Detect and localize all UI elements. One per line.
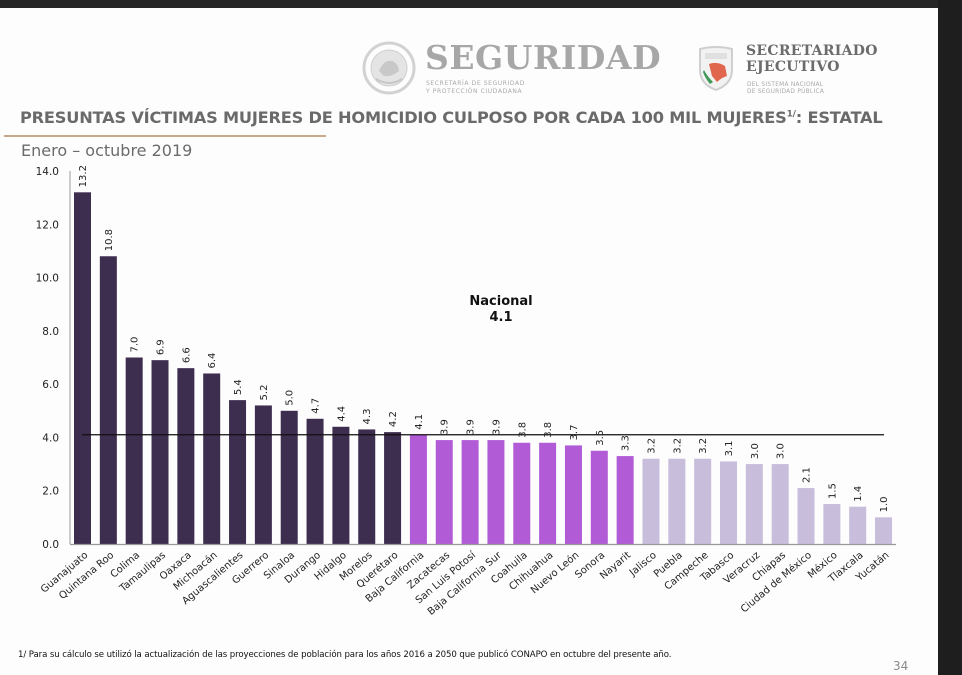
value-label: 6.4 [207,353,218,369]
value-label: 3.8 [543,422,554,438]
y-tick-label: 4.0 [42,432,59,444]
seguridad-logo-subtitle-2: Y PROTECCIÓN CIUDADANA [426,88,523,95]
value-label: 4.4 [336,406,347,422]
seguridad-logo-name: SEGURIDAD [425,38,662,77]
value-label: 3.8 [517,422,528,438]
value-label: 7.0 [130,337,141,353]
bar [849,506,867,544]
bar [694,458,712,544]
value-label: 3.3 [621,435,632,451]
value-label: 4.2 [388,411,399,427]
value-label: 5.4 [233,379,244,395]
right-dark-border [938,0,962,675]
value-label: 13.2 [78,165,89,187]
chart-title-suffix: : ESTATAL [795,108,883,127]
value-label: 3.2 [672,438,683,454]
chart-title: PRESUNTAS VÍCTIMAS MUJERES DE HOMICIDIO … [20,108,883,127]
bar [513,442,531,544]
bar [74,192,91,545]
y-tick-label: 6.0 [42,379,59,391]
bar [306,418,324,544]
bar [332,426,350,544]
bar [125,357,143,544]
value-label: 3.2 [698,438,709,454]
value-label: 4.7 [311,398,322,414]
bar [409,434,427,544]
bar [590,450,608,544]
bar [539,442,557,544]
y-tick-label: 14.0 [36,166,59,178]
bar-chart: 0.0 2.0 4.0 6.0 8.0 10.0 12.0 14.0 Nacional 4.1… [36,165,896,618]
bar [875,517,893,544]
bar [229,400,247,544]
value-label: 1.0 [879,496,890,512]
bar [254,405,272,544]
value-label: 2.1 [802,467,813,483]
value-label: 3.0 [750,443,761,459]
national-value: 4.1 [489,310,512,325]
value-label: 3.2 [646,438,657,454]
chart-title-main: PRESUNTAS VÍCTIMAS MUJERES DE HOMICIDIO … [20,108,787,127]
value-label: 3.9 [440,419,451,435]
value-label: 3.5 [595,430,606,446]
y-tick-label: 10.0 [36,273,59,285]
mexico-coat-of-arms-icon [362,41,416,95]
bar [151,360,169,544]
chart-title-footnote-ref: 1/ [786,109,796,120]
y-tick-label: 8.0 [42,326,59,338]
y-tick-label: 2.0 [42,486,59,498]
bar [435,440,453,544]
y-tick-label: 0.0 [42,539,59,551]
bar [668,458,686,544]
y-tick-label: 12.0 [36,219,59,231]
value-label: 5.0 [285,390,296,406]
bar [203,373,221,544]
bar [823,504,841,544]
slide: SEGURIDAD SECRETARÍA DE SEGURIDAD Y PROT… [0,8,938,675]
value-labels: 13.2 10.8 7.0 6.9 6.6 6.4 5.4 5.2 5.0 4.7 4.4 4.3 4.… [78,165,890,512]
bar [487,440,505,544]
secretariado-logo-subtitle-2: DE SEGURIDAD PÚBLICA [747,89,825,95]
secretariado-logo-name-2: EJECUTIVO [746,59,840,75]
bar [720,461,737,544]
bar [177,368,195,544]
bar [616,456,634,544]
value-label: 1.4 [853,486,864,502]
top-dark-border [0,0,962,8]
bar [642,458,660,544]
value-label: 4.1 [414,414,425,430]
secretariado-shield-icon [699,46,733,92]
value-label: 4.3 [362,409,373,425]
bar [797,488,815,544]
value-label: 3.9 [466,419,477,435]
seguridad-logo-subtitle-1: SECRETARÍA DE SEGURIDAD [426,80,525,87]
bar [461,440,479,544]
value-label: 6.6 [181,347,192,363]
chart-subtitle: Enero – octubre 2019 [21,141,193,160]
bar [384,432,402,544]
value-label: 5.2 [259,385,270,401]
value-label: 3.1 [724,441,735,457]
bar [99,256,117,544]
footnote: 1/ Para su cálculo se utilizó la actuali… [18,650,672,660]
secretariado-logo-name-1: SECRETARIADO [746,43,878,59]
bar [280,410,298,544]
bars [74,192,893,545]
bar [564,445,582,544]
secretariado-logo-subtitle-1: DEL SISTEMA NACIONAL [747,82,824,88]
value-label: 3.0 [776,443,787,459]
bar [358,429,376,544]
value-label: 6.9 [156,339,167,355]
value-label: 3.7 [569,425,580,441]
title-underline [4,135,326,137]
national-label: Nacional [469,294,532,309]
value-label: 3.9 [491,419,502,435]
value-label: 10.8 [104,229,115,251]
y-axis-ticks: 0.0 2.0 4.0 6.0 8.0 10.0 12.0 14.0 [36,166,59,551]
value-label: 1.5 [827,483,838,499]
bar [745,464,763,544]
bar [771,464,789,544]
page-number: 34 [893,659,909,673]
